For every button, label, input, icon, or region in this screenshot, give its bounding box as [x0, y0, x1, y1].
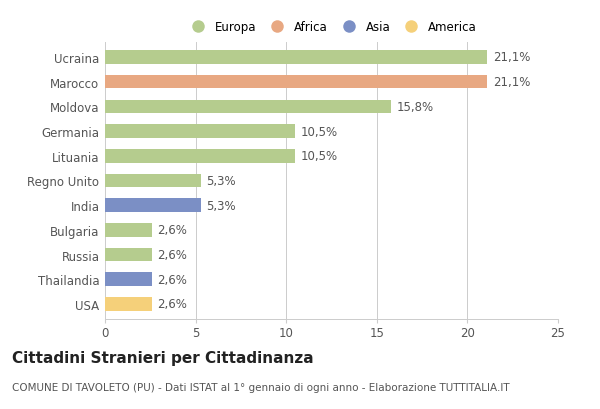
- Text: 2,6%: 2,6%: [158, 273, 187, 286]
- Text: 2,6%: 2,6%: [158, 248, 187, 261]
- Bar: [105, 100, 391, 114]
- Text: 2,6%: 2,6%: [158, 224, 187, 237]
- Text: 21,1%: 21,1%: [493, 51, 530, 64]
- Bar: [105, 76, 487, 89]
- Text: 10,5%: 10,5%: [301, 125, 338, 138]
- Bar: [105, 51, 487, 65]
- Text: 21,1%: 21,1%: [493, 76, 530, 89]
- Text: 10,5%: 10,5%: [301, 150, 338, 163]
- Bar: [105, 223, 152, 237]
- Bar: [105, 150, 295, 163]
- Legend: Europa, Africa, Asia, America: Europa, Africa, Asia, America: [184, 18, 479, 36]
- Text: 2,6%: 2,6%: [158, 298, 187, 311]
- Bar: [105, 248, 152, 262]
- Bar: [105, 174, 201, 188]
- Bar: [105, 125, 295, 139]
- Text: 5,3%: 5,3%: [206, 175, 236, 187]
- Bar: [105, 199, 201, 212]
- Text: COMUNE DI TAVOLETO (PU) - Dati ISTAT al 1° gennaio di ogni anno - Elaborazione T: COMUNE DI TAVOLETO (PU) - Dati ISTAT al …: [12, 382, 509, 392]
- Text: 15,8%: 15,8%: [397, 101, 434, 114]
- Text: Cittadini Stranieri per Cittadinanza: Cittadini Stranieri per Cittadinanza: [12, 350, 314, 365]
- Text: 5,3%: 5,3%: [206, 199, 236, 212]
- Bar: [105, 297, 152, 311]
- Bar: [105, 273, 152, 286]
